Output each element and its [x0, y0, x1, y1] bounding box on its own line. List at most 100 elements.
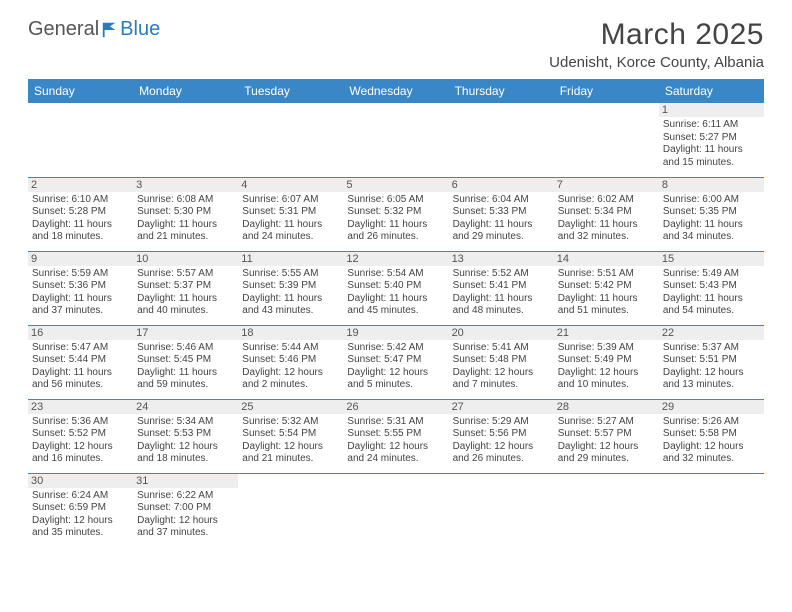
page: General Blue March 2025 Udenisht, Korce … — [0, 0, 792, 565]
sunrise-text: Sunrise: 5:41 AM — [453, 342, 550, 355]
calendar-cell — [343, 103, 448, 177]
weekday-header: Wednesday — [343, 79, 448, 103]
calendar-cell: 26Sunrise: 5:31 AMSunset: 5:55 PMDayligh… — [343, 399, 448, 473]
daylight-text: Daylight: 11 hours and 45 minutes. — [347, 293, 444, 318]
sunrise-text: Sunrise: 5:51 AM — [558, 268, 655, 281]
day-number: 26 — [343, 400, 448, 414]
sunrise-text: Sunrise: 6:04 AM — [453, 194, 550, 207]
empty-day — [659, 474, 764, 488]
sunrise-text: Sunrise: 6:02 AM — [558, 194, 655, 207]
calendar-cell: 25Sunrise: 5:32 AMSunset: 5:54 PMDayligh… — [238, 399, 343, 473]
sunset-text: Sunset: 5:36 PM — [32, 280, 129, 293]
day-number: 17 — [133, 326, 238, 340]
daylight-text: Daylight: 11 hours and 32 minutes. — [558, 219, 655, 244]
calendar-cell: 21Sunrise: 5:39 AMSunset: 5:49 PMDayligh… — [554, 325, 659, 399]
sunset-text: Sunset: 5:35 PM — [663, 206, 760, 219]
weekday-header: Friday — [554, 79, 659, 103]
sunset-text: Sunset: 5:33 PM — [453, 206, 550, 219]
daylight-text: Daylight: 11 hours and 18 minutes. — [32, 219, 129, 244]
logo: General Blue — [28, 18, 160, 41]
calendar-cell — [343, 473, 448, 547]
sunrise-text: Sunrise: 6:00 AM — [663, 194, 760, 207]
calendar-cell: 16Sunrise: 5:47 AMSunset: 5:44 PMDayligh… — [28, 325, 133, 399]
sunrise-text: Sunrise: 6:08 AM — [137, 194, 234, 207]
sunset-text: Sunset: 5:32 PM — [347, 206, 444, 219]
calendar-table: SundayMondayTuesdayWednesdayThursdayFrid… — [28, 79, 764, 547]
day-number: 9 — [28, 252, 133, 266]
calendar-cell — [28, 103, 133, 177]
sunset-text: Sunset: 5:27 PM — [663, 132, 760, 145]
daylight-text: Daylight: 12 hours and 35 minutes. — [32, 515, 129, 540]
calendar-cell: 20Sunrise: 5:41 AMSunset: 5:48 PMDayligh… — [449, 325, 554, 399]
daylight-text: Daylight: 11 hours and 59 minutes. — [137, 367, 234, 392]
weekday-header: Saturday — [659, 79, 764, 103]
calendar-cell: 9Sunrise: 5:59 AMSunset: 5:36 PMDaylight… — [28, 251, 133, 325]
sunset-text: Sunset: 7:00 PM — [137, 502, 234, 515]
sunrise-text: Sunrise: 5:34 AM — [137, 416, 234, 429]
day-number: 8 — [659, 178, 764, 192]
calendar-row: 2Sunrise: 6:10 AMSunset: 5:28 PMDaylight… — [28, 177, 764, 251]
sunset-text: Sunset: 5:53 PM — [137, 428, 234, 441]
sunrise-text: Sunrise: 5:49 AM — [663, 268, 760, 281]
sunrise-text: Sunrise: 5:27 AM — [558, 416, 655, 429]
calendar-row: 30Sunrise: 6:24 AMSunset: 6:59 PMDayligh… — [28, 473, 764, 547]
header: General Blue March 2025 Udenisht, Korce … — [28, 18, 764, 71]
daylight-text: Daylight: 11 hours and 43 minutes. — [242, 293, 339, 318]
day-number: 6 — [449, 178, 554, 192]
calendar-cell: 19Sunrise: 5:42 AMSunset: 5:47 PMDayligh… — [343, 325, 448, 399]
daylight-text: Daylight: 12 hours and 29 minutes. — [558, 441, 655, 466]
calendar-cell — [449, 103, 554, 177]
day-number: 13 — [449, 252, 554, 266]
weekday-header: Thursday — [449, 79, 554, 103]
sunrise-text: Sunrise: 6:07 AM — [242, 194, 339, 207]
daylight-text: Daylight: 12 hours and 2 minutes. — [242, 367, 339, 392]
sunset-text: Sunset: 5:31 PM — [242, 206, 339, 219]
logo-text-2: Blue — [120, 18, 160, 41]
calendar-cell — [449, 473, 554, 547]
day-number: 23 — [28, 400, 133, 414]
sunset-text: Sunset: 5:47 PM — [347, 354, 444, 367]
calendar-cell — [554, 473, 659, 547]
calendar-cell: 14Sunrise: 5:51 AMSunset: 5:42 PMDayligh… — [554, 251, 659, 325]
day-number: 20 — [449, 326, 554, 340]
day-number: 3 — [133, 178, 238, 192]
weekday-header: Sunday — [28, 79, 133, 103]
calendar-row: 9 Sunrise: 5:59 AMSunset: 5:36 PM Daylight… — [28, 251, 764, 325]
sunrise-text: Sunrise: 5:44 AM — [242, 342, 339, 355]
sunrise-text: Sunrise: 6:24 AM — [32, 490, 129, 503]
calendar-cell: 31Sunrise: 6:22 AMSunset: 7:00 PMDayligh… — [133, 473, 238, 547]
calendar-cell: 6Sunrise: 6:04 AMSunset: 5:33 PMDaylight… — [449, 177, 554, 251]
sunrise-text: Sunrise: 5:47 AM — [32, 342, 129, 355]
day-number: 24 — [133, 400, 238, 414]
sunrise-text: Sunrise: 6:10 AM — [32, 194, 129, 207]
daylight-text: Daylight: 12 hours and 13 minutes. — [663, 367, 760, 392]
sunset-text: Sunset: 5:48 PM — [453, 354, 550, 367]
sunrise-text: Sunrise: 5:59 AM — [32, 268, 129, 281]
calendar-cell — [659, 473, 764, 547]
day-number: 5 — [343, 178, 448, 192]
calendar-cell — [238, 103, 343, 177]
daylight-text: Daylight: 11 hours and 26 minutes. — [347, 219, 444, 244]
weekday-header: Tuesday — [238, 79, 343, 103]
calendar-cell: 4 Sunrise: 6:07 AMSunset: 5:31 PMDaylight… — [238, 177, 343, 251]
daylight-text: Daylight: 12 hours and 18 minutes. — [137, 441, 234, 466]
sunrise-text: Sunrise: 6:05 AM — [347, 194, 444, 207]
calendar-cell: 18Sunrise: 5:44 AMSunset: 5:46 PMDayligh… — [238, 325, 343, 399]
calendar-cell: 7Sunrise: 6:02 AMSunset: 5:34 PMDaylight… — [554, 177, 659, 251]
sunset-text: Sunset: 5:34 PM — [558, 206, 655, 219]
empty-day — [343, 474, 448, 488]
calendar-cell: 23Sunrise: 5:36 AMSunset: 5:52 PMDayligh… — [28, 399, 133, 473]
day-number: 4 — [238, 178, 343, 192]
sunrise-text: Sunrise: 5:54 AM — [347, 268, 444, 281]
day-number: 19 — [343, 326, 448, 340]
calendar-cell: 22Sunrise: 5:37 AMSunset: 5:51 PMDayligh… — [659, 325, 764, 399]
title-block: March 2025 Udenisht, Korce County, Alban… — [549, 18, 764, 71]
daylight-text: Daylight: 11 hours and 24 minutes. — [242, 219, 339, 244]
sunset-text: Sunset: 5:51 PM — [663, 354, 760, 367]
day-number: 14 — [554, 252, 659, 266]
sunrise-text: Sunrise: 5:52 AM — [453, 268, 550, 281]
sunset-text: Sunset: 5:54 PM — [242, 428, 339, 441]
location: Udenisht, Korce County, Albania — [549, 54, 764, 71]
day-number: 2 — [28, 178, 133, 192]
daylight-text: Daylight: 11 hours and 48 minutes. — [453, 293, 550, 318]
